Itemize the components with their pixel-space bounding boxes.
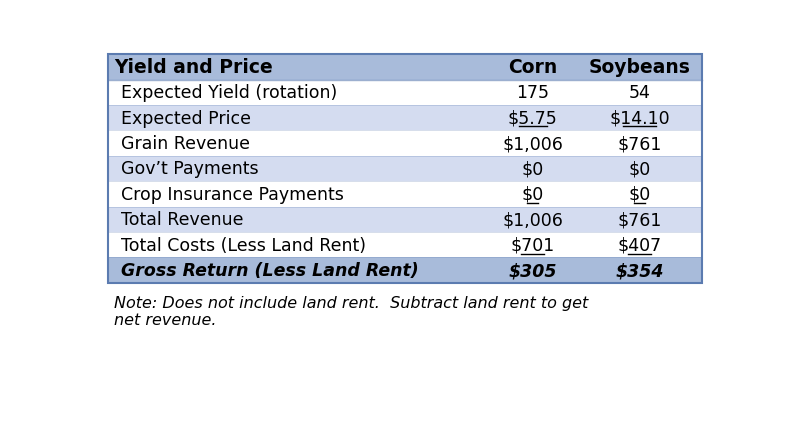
Text: Expected Price: Expected Price bbox=[120, 109, 251, 127]
Text: Note: Does not include land rent.  Subtract land rent to get: Note: Does not include land rent. Subtra… bbox=[115, 296, 589, 311]
Text: $354: $354 bbox=[615, 262, 664, 279]
Bar bbox=[108, 131, 702, 156]
Text: $14.10: $14.10 bbox=[609, 109, 670, 127]
Text: $0: $0 bbox=[521, 185, 543, 203]
Bar bbox=[108, 233, 702, 258]
Text: Soybeans: Soybeans bbox=[589, 58, 691, 77]
Text: $761: $761 bbox=[617, 135, 662, 153]
Bar bbox=[108, 258, 702, 283]
Text: Total Costs (Less Land Rent): Total Costs (Less Land Rent) bbox=[120, 236, 365, 254]
Text: Yield and Price: Yield and Price bbox=[115, 58, 273, 77]
Text: 175: 175 bbox=[517, 84, 549, 102]
Text: $407: $407 bbox=[618, 236, 661, 254]
Text: 54: 54 bbox=[629, 84, 650, 102]
Bar bbox=[108, 81, 702, 106]
Text: $305: $305 bbox=[509, 262, 557, 279]
Bar bbox=[108, 106, 702, 131]
Text: Corn: Corn bbox=[508, 58, 558, 77]
Text: Crop Insurance Payments: Crop Insurance Payments bbox=[120, 185, 343, 203]
Bar bbox=[108, 55, 702, 81]
Bar bbox=[108, 182, 702, 207]
Bar bbox=[108, 207, 702, 233]
Text: Gross Return (Less Land Rent): Gross Return (Less Land Rent) bbox=[120, 262, 418, 279]
Text: Gov’t Payments: Gov’t Payments bbox=[120, 160, 258, 178]
Text: Total Revenue: Total Revenue bbox=[120, 211, 243, 229]
Text: $0: $0 bbox=[628, 185, 651, 203]
Text: Grain Revenue: Grain Revenue bbox=[120, 135, 250, 153]
Text: net revenue.: net revenue. bbox=[115, 313, 217, 328]
Bar bbox=[108, 156, 702, 182]
Text: $1,006: $1,006 bbox=[502, 211, 563, 229]
Text: $701: $701 bbox=[510, 236, 554, 254]
Text: $761: $761 bbox=[617, 211, 662, 229]
Text: $5.75: $5.75 bbox=[508, 109, 558, 127]
Text: $0: $0 bbox=[521, 160, 543, 178]
Text: Expected Yield (rotation): Expected Yield (rotation) bbox=[120, 84, 337, 102]
Text: $0: $0 bbox=[628, 160, 651, 178]
Text: $1,006: $1,006 bbox=[502, 135, 563, 153]
